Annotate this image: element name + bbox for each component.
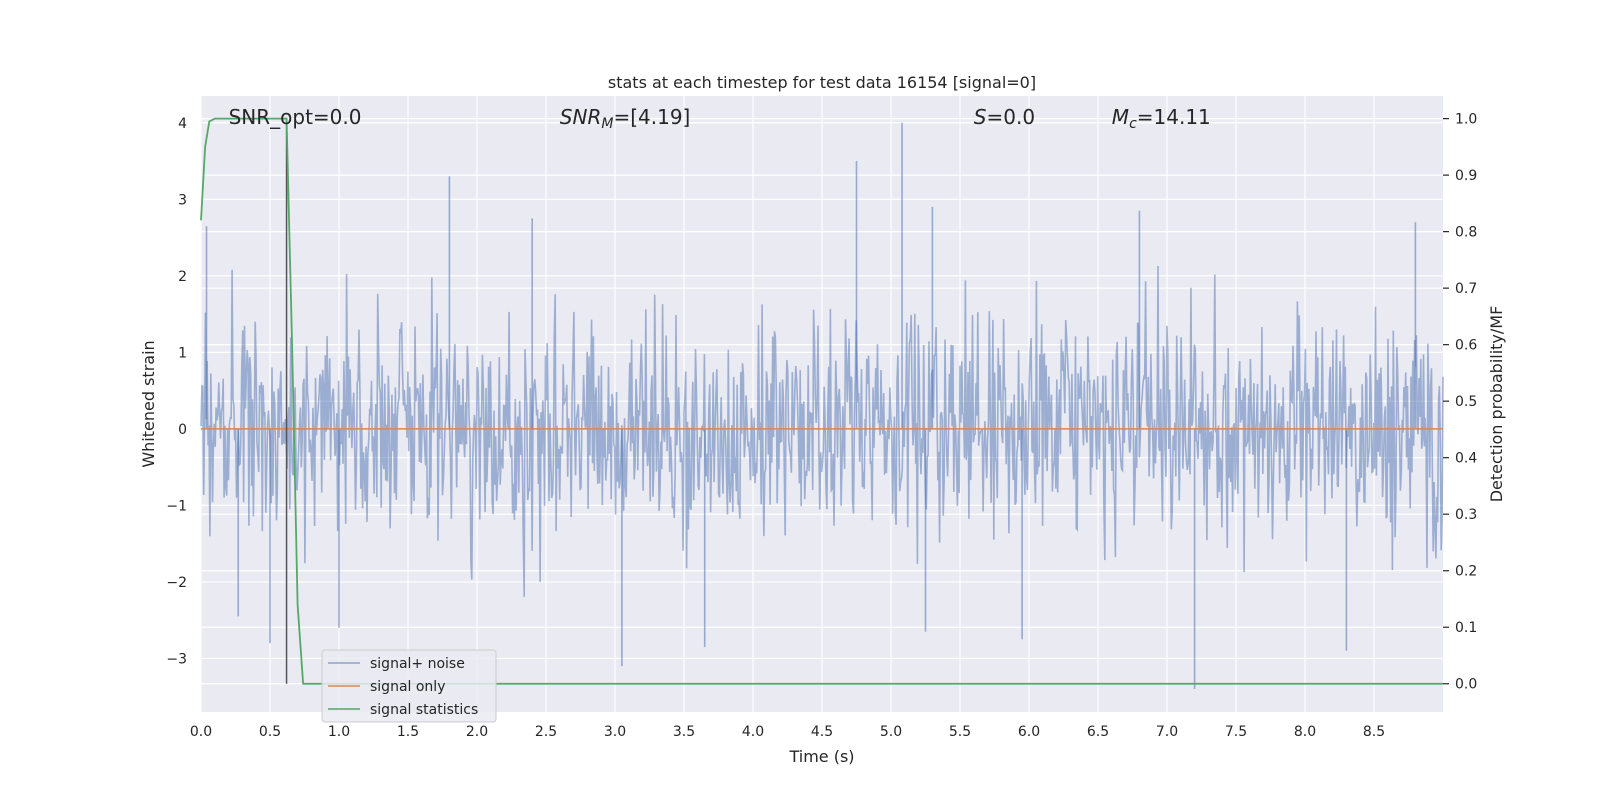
legend-box	[321, 649, 497, 723]
y-right-tick-label: 0.0	[1455, 677, 1477, 693]
signal-statistics-line	[200, 117, 1443, 685]
x-tick-label: 0.0	[190, 724, 212, 740]
y-right-tick-label: 0.8	[1455, 225, 1477, 241]
x-tick-label: 0.5	[259, 724, 281, 740]
x-tick-label: 4.0	[742, 724, 764, 740]
legend-label-signal-only: signal only	[370, 679, 445, 695]
y-right-tick-label: 0.1	[1455, 620, 1477, 636]
x-tick-label: 5.5	[949, 724, 971, 740]
x-tick-label: 1.0	[328, 724, 350, 740]
y-right-tick-label: 0.9	[1455, 168, 1477, 184]
x-tick-label: 7.0	[1156, 724, 1178, 740]
x-tick-label: 4.5	[811, 724, 833, 740]
x-tick-label: 2.5	[535, 724, 557, 740]
x-tick-label: 2.0	[466, 724, 488, 740]
y-axis-left-label: Whitened strain	[139, 340, 158, 467]
y-axis-right-label: Detection probability/MF	[1487, 306, 1506, 503]
y-left-tick-label: −1	[166, 498, 187, 514]
x-tick-label: 5.0	[880, 724, 902, 740]
annotation-snr-mf: SNRM=[4.19]	[560, 105, 691, 132]
x-tick-label: 3.5	[673, 724, 695, 740]
annotations: SNR_opt=0.0 SNRM=[4.19] S=0.0 Mc=14.11	[229, 105, 1211, 132]
x-tick-label: 6.0	[1018, 724, 1040, 740]
annotation-snr-opt: SNR_opt=0.0	[229, 105, 362, 129]
y-axis-right-ticks: 1.0 0.9 0.8 0.7 0.6 0.5 0.4 0.3 0.2 0.1 0.0	[1443, 112, 1477, 693]
y-right-tick-label: 1.0	[1455, 112, 1477, 128]
y-right-tick-label: 0.2	[1455, 564, 1477, 580]
legend-label-signal-statistics: signal statistics	[370, 702, 478, 718]
series-lines	[200, 117, 1443, 685]
y-right-tick-label: 0.6	[1455, 338, 1477, 354]
x-axis-label: Time (s)	[788, 747, 854, 766]
series-signal-noise	[200, 122, 1444, 690]
legend-label-signal-noise: signal+ noise	[370, 656, 465, 672]
y-left-tick-label: −2	[166, 575, 187, 591]
y-right-tick-label: 0.4	[1455, 451, 1477, 467]
grid-lines	[200, 96, 1443, 712]
y-left-tick-label: −3	[166, 651, 187, 667]
x-tick-label: 8.0	[1294, 724, 1316, 740]
y-left-tick-label: 4	[178, 116, 187, 132]
x-tick-label: 7.5	[1225, 724, 1247, 740]
x-tick-label: 3.0	[604, 724, 626, 740]
y-right-tick-label: 0.7	[1455, 281, 1477, 297]
y-right-tick-label: 0.3	[1455, 507, 1477, 523]
y-left-tick-label: 0	[178, 422, 187, 438]
chart-title: stats at each timestep for test data 161…	[608, 73, 1036, 92]
signal-noise-trace	[200, 265, 1444, 598]
y-left-tick-label: 2	[178, 269, 187, 285]
y-left-tick-label: 3	[178, 192, 187, 208]
annotation-s: S=0.0	[974, 105, 1035, 129]
x-tick-label: 1.5	[397, 724, 419, 740]
y-axis-left-ticks: 4 3 2 1 0 −1 −2 −3	[166, 116, 187, 668]
y-left-tick-label: 1	[178, 345, 187, 361]
y-right-tick-label: 0.5	[1455, 394, 1477, 410]
x-tick-label: 8.5	[1363, 724, 1385, 740]
legend: signal+ noise signal only signal statist…	[321, 649, 497, 723]
x-tick-label: 6.5	[1087, 724, 1109, 740]
x-axis-ticks: 0.0 0.5 1.0 1.5 2.0 2.5 3.0 3.5 4.0 4.5 5.0 5.5 6.0 6…	[190, 724, 1385, 740]
annotation-mc: Mc=14.11	[1112, 105, 1211, 132]
